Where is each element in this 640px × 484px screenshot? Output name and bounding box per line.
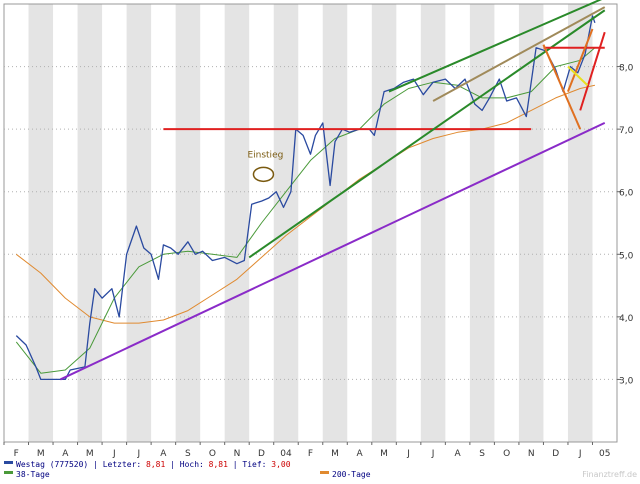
line-yellow-short [567, 65, 589, 87]
x-tick-label: N [234, 449, 241, 459]
ma-200-line [15, 84, 596, 324]
legend-row-1-part: 8,81 [146, 460, 165, 469]
x-tick-label: A [455, 449, 462, 459]
line-orange-cross-b [567, 28, 594, 92]
x-tick-label: 05 [599, 449, 610, 459]
band-13 [322, 4, 348, 442]
band-9 [224, 4, 250, 442]
band-3 [77, 4, 103, 442]
band-11 [273, 4, 299, 442]
band-19 [469, 4, 495, 442]
legend-row-2-ma38: 38-Tage [16, 470, 50, 479]
annotations: Einstieg [247, 150, 283, 183]
x-tick-label: F [308, 449, 313, 459]
x-tick-label: J [578, 449, 582, 459]
source-credit: Finanztreff.de [582, 470, 637, 479]
price-line [15, 15, 596, 381]
legend-row-2-ma200: 200-Tage [332, 470, 371, 479]
x-tick-label: D [552, 449, 559, 459]
legend-row-1-part: 8,81 [209, 460, 228, 469]
ma-38-line [15, 47, 596, 374]
legend: Westag (777520) | Letzter: 8,81 | Hoch: … [4, 460, 371, 479]
line-support-violet [59, 121, 606, 381]
band-1 [28, 4, 54, 442]
line-red-up [579, 31, 606, 111]
x-tick-label: M [86, 449, 94, 459]
line-orange-cross-a [542, 44, 582, 130]
plot-frame [3, 3, 618, 443]
x-tick-label: J [137, 449, 141, 459]
legend-swatch-ma200 [320, 471, 329, 474]
band-21 [518, 4, 544, 442]
x-tick-label: 04 [280, 449, 292, 459]
band-7 [175, 4, 201, 442]
x-tick-label: M [331, 449, 339, 459]
y-tick-label: 8,0 [619, 64, 634, 74]
x-tick-label: S [479, 449, 485, 459]
x-tick-label: A [62, 449, 69, 459]
y-tick-label: 6,0 [619, 189, 634, 199]
x-tick-label: A [356, 449, 363, 459]
x-tick-label: S [185, 449, 191, 459]
y-tick-label: 5,0 [619, 251, 634, 261]
legend-row-1: Westag (777520) | Letzter: 8,81 | Hoch: … [16, 460, 291, 469]
legend-row-1-part: Westag (777520) | Letzter: [16, 460, 146, 469]
moving-averages [15, 47, 596, 374]
x-tick-label: J [112, 449, 116, 459]
legend-row-1-part: | Tief: [228, 460, 271, 469]
x-tick-label: A [160, 449, 167, 459]
y-axis-ticks: 3,0 4,0 5,0 6,0 7,0 8,0 [617, 64, 634, 386]
x-tick-label: M [37, 449, 45, 459]
legend-swatch-ma38 [4, 471, 13, 474]
x-tick-label: M [380, 449, 388, 459]
band-5 [126, 4, 152, 442]
x-tick-label: J [406, 449, 410, 459]
annotation-oval [252, 166, 275, 183]
legend-row-1-part: | Hoch: [165, 460, 208, 469]
background-bands [3, 3, 618, 443]
x-tick-label: O [209, 449, 216, 459]
x-tick-label: D [258, 449, 265, 459]
y-tick-label: 4,0 [619, 314, 634, 324]
x-tick-label: F [14, 449, 19, 459]
line-channel-upper-green [388, 0, 603, 93]
legend-swatch-price [4, 461, 13, 464]
line-trend-brown [432, 6, 606, 102]
annotation-label: Einstieg [247, 150, 283, 160]
x-tick-label: O [503, 449, 510, 459]
x-axis-ticks: F M A M J J A S O N D 04 F M A M J J A S O N D J 05 [3, 442, 610, 459]
x-tick-label: N [528, 449, 535, 459]
x-tick-label: J [431, 449, 435, 459]
y-tick-label: 7,0 [619, 126, 634, 136]
trend-lines [59, 0, 606, 381]
y-tick-label: 3,0 [619, 376, 634, 386]
legend-row-1-part: 3,00 [271, 460, 290, 469]
price-series [15, 15, 596, 381]
